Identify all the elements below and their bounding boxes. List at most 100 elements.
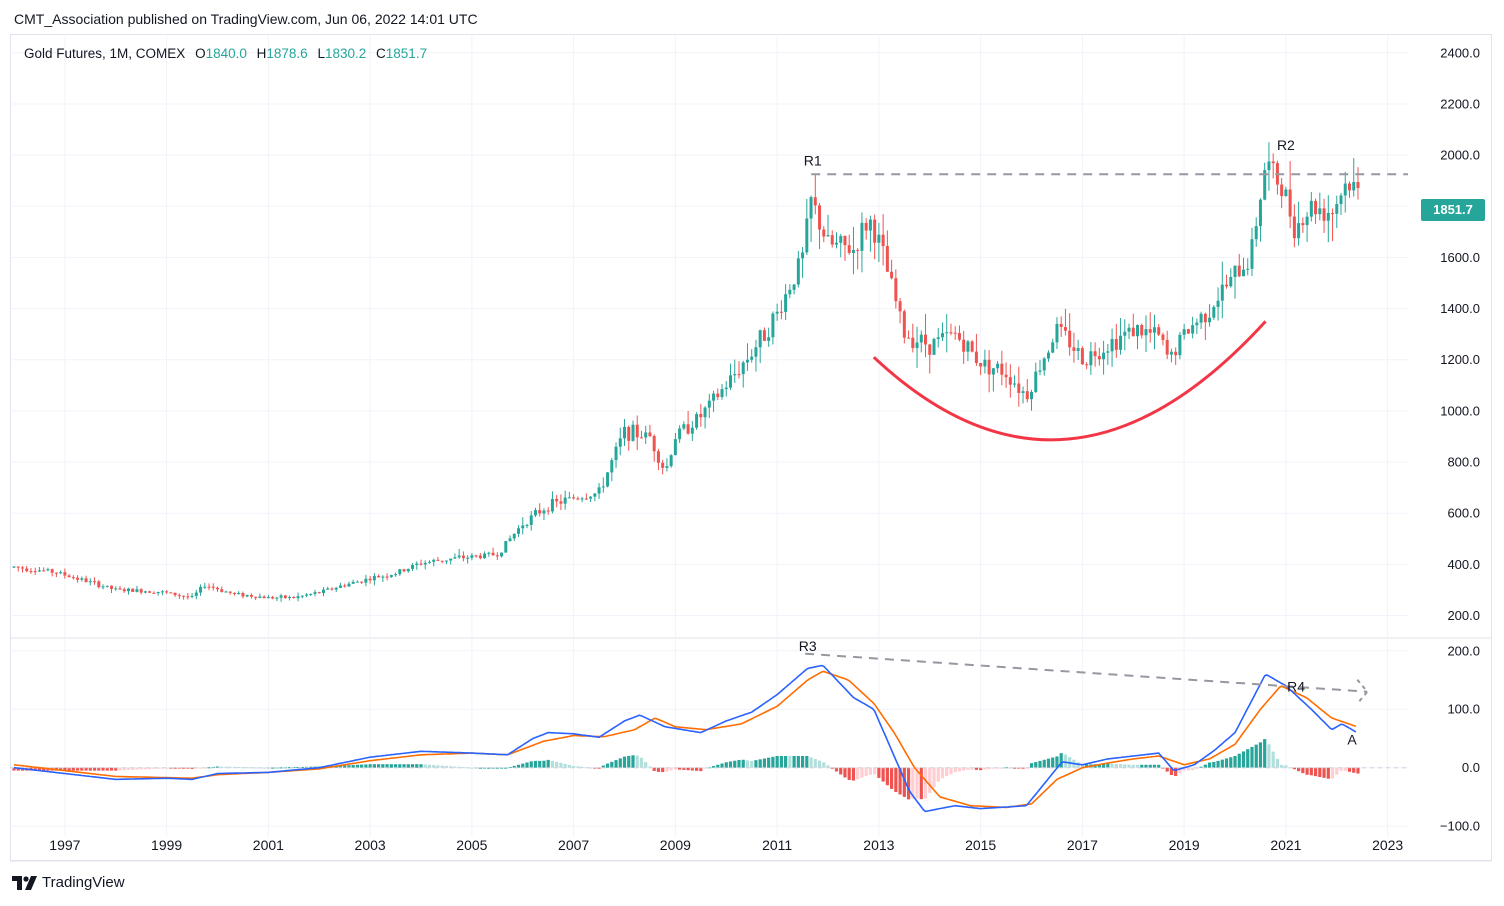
candle-body xyxy=(398,569,402,575)
candle-body xyxy=(46,569,50,571)
candle-body xyxy=(606,472,610,487)
histogram-bar xyxy=(563,763,567,768)
candle-body xyxy=(1106,351,1110,353)
candle-body xyxy=(1246,268,1250,270)
candle-body xyxy=(1318,208,1322,215)
histogram-bar xyxy=(728,761,733,768)
histogram-bar xyxy=(152,767,156,769)
histogram-bar xyxy=(703,767,707,769)
candle-body xyxy=(652,436,656,452)
candle-body xyxy=(1004,374,1008,378)
histogram-bar xyxy=(1356,767,1360,774)
price-tick-label: 2400.0 xyxy=(1440,45,1480,60)
histogram-bar xyxy=(919,767,923,800)
histogram-bar xyxy=(368,764,372,768)
candle-body xyxy=(326,588,330,590)
candle-body xyxy=(262,596,266,599)
histogram-bar xyxy=(847,767,851,780)
histogram-bar xyxy=(114,767,118,771)
candle-body xyxy=(1097,356,1101,360)
candle-body xyxy=(1102,352,1106,360)
histogram-bar xyxy=(559,762,563,768)
candle-body xyxy=(1335,203,1339,214)
time-tick-label: 2015 xyxy=(965,837,996,853)
candle-body xyxy=(275,597,279,599)
histogram-bar xyxy=(542,760,546,768)
histogram-bar xyxy=(940,767,945,779)
histogram-bar xyxy=(224,766,228,768)
histogram-bar xyxy=(720,763,724,768)
candle-body xyxy=(940,333,944,338)
symbol-label[interactable]: Gold Futures, 1M, COMEX xyxy=(24,46,186,61)
annotation-label: R4 xyxy=(1287,679,1305,695)
histogram-bar xyxy=(745,760,750,768)
histogram-bar xyxy=(165,767,169,769)
candle-body xyxy=(962,339,966,352)
candle-body xyxy=(610,460,614,473)
candle-body xyxy=(784,294,788,312)
candle-body xyxy=(288,597,292,599)
histogram-bar xyxy=(1042,759,1046,768)
histogram-bar xyxy=(88,767,92,771)
histogram-bar xyxy=(355,764,360,768)
histogram-bar xyxy=(1318,767,1322,777)
candle-body xyxy=(826,235,830,237)
histogram-bar xyxy=(639,757,644,768)
histogram-bar xyxy=(788,756,792,768)
candle-body xyxy=(669,455,673,467)
candle-body xyxy=(1140,325,1144,336)
candle-body xyxy=(504,541,508,553)
histogram-bar xyxy=(351,764,355,768)
candle-body xyxy=(758,330,762,348)
candle-body xyxy=(1051,342,1055,353)
annotation-label: R2 xyxy=(1277,137,1295,153)
candle-body xyxy=(377,576,381,578)
histogram-bar xyxy=(1297,767,1301,772)
histogram-bar xyxy=(750,761,754,768)
price-tick-label: 2000.0 xyxy=(1440,148,1480,163)
candle-body xyxy=(839,236,843,243)
candle-body xyxy=(1280,184,1284,197)
histogram-bar xyxy=(190,767,194,769)
candle-body xyxy=(279,595,283,598)
histogram-bar xyxy=(1046,758,1051,768)
candle-body xyxy=(139,589,143,593)
tradingview-brand[interactable]: TradingView xyxy=(12,874,125,891)
histogram-bar xyxy=(733,760,737,768)
candle-body xyxy=(296,596,300,599)
candle-body xyxy=(500,552,504,557)
histogram-bar xyxy=(1241,751,1246,768)
candle-body xyxy=(1301,223,1305,226)
candle-body xyxy=(1225,284,1229,287)
histogram-group xyxy=(12,739,1360,800)
candle-body xyxy=(762,330,766,341)
histogram-bar xyxy=(923,767,928,799)
histogram-bar xyxy=(902,767,906,797)
candle-body xyxy=(818,205,822,230)
histogram-bar xyxy=(890,767,894,789)
histogram-bar xyxy=(898,767,902,795)
histogram-bar xyxy=(1207,762,1212,768)
candle-body xyxy=(1148,329,1152,333)
open-label: O xyxy=(195,46,206,61)
histogram-bar xyxy=(928,767,932,794)
candle-body xyxy=(271,596,275,599)
histogram-bar xyxy=(673,767,677,770)
candle-body xyxy=(661,462,665,468)
histogram-bar xyxy=(588,767,593,769)
histogram-bar xyxy=(656,767,661,772)
candle-body xyxy=(639,437,643,439)
candle-body xyxy=(1178,334,1182,356)
histogram-bar xyxy=(983,767,987,770)
candle-body xyxy=(771,313,775,338)
candle-body xyxy=(567,497,571,499)
close-value: 1851.7 xyxy=(385,46,428,61)
candle-body xyxy=(309,593,313,595)
candle-body xyxy=(614,446,618,461)
histogram-bar xyxy=(1271,751,1275,768)
histogram-bar xyxy=(826,765,830,768)
histogram-bar xyxy=(105,767,109,771)
candle-body xyxy=(1046,352,1050,359)
candle-body xyxy=(423,562,427,565)
